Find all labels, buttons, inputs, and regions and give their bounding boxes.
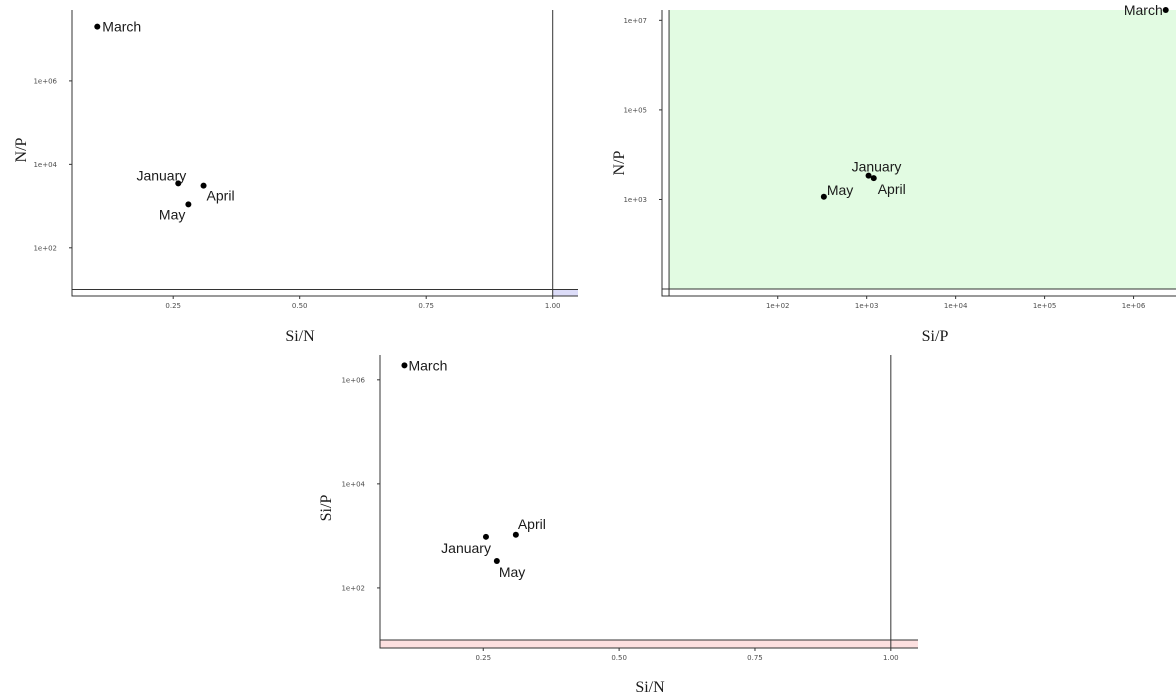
data-point-may (493, 557, 500, 564)
y-tick-label: 1e+03 (623, 196, 647, 204)
shaded-region (669, 10, 1176, 290)
x-tick-label: 1e+04 (944, 302, 968, 310)
shaded-region (380, 639, 918, 648)
y-tick-label: 1e+02 (33, 244, 57, 252)
x-tick-label: 0.50 (292, 302, 308, 310)
x-tick-label: 1e+05 (1033, 302, 1057, 310)
data-label-january: January (136, 167, 186, 183)
x-tick-label: 0.75 (747, 654, 763, 662)
data-label-january: January (852, 159, 902, 175)
x-axis-title: Si/N (635, 679, 665, 696)
y-axis-title: N/P (611, 150, 628, 175)
data-point-january (865, 172, 872, 179)
x-tick-label: 0.25 (165, 302, 181, 310)
x-axis-title: Si/N (285, 328, 315, 345)
scatter-panel-si-n-vs-n-p: 0.25 0.50 0.75 1.00 1e+02 1e+04 1e+06 Si/N N/P Ma… (13, 10, 578, 345)
data-point-january (482, 533, 489, 540)
shaded-region (552, 289, 578, 296)
x-axis-title: Si/P (922, 328, 949, 345)
data-label-may: May (159, 206, 185, 222)
data-point-march (94, 23, 101, 30)
y-tick-label: 1e+06 (33, 77, 57, 85)
axis-lines (71, 10, 578, 297)
x-tick-label: 0.50 (611, 654, 627, 662)
y-axis-title: N/P (13, 137, 30, 162)
data-label-march: March (408, 357, 447, 373)
data-label-may: May (499, 564, 525, 580)
data-point-march (401, 362, 408, 369)
data-point-may (820, 193, 827, 200)
y-axis-title: Si/P (318, 495, 335, 522)
data-label-april: April (207, 188, 235, 204)
y-tick-label: 1e+02 (341, 584, 365, 592)
x-tick-label: 1.00 (545, 302, 561, 310)
axis-lines (661, 10, 1176, 297)
x-tick-label: 1e+06 (1122, 302, 1146, 310)
y-tick-label: 1e+04 (341, 480, 365, 488)
data-label-may: May (827, 182, 853, 198)
data-label-april: April (518, 516, 546, 532)
x-tick-label: 1e+02 (766, 302, 790, 310)
axis-lines (379, 355, 918, 649)
y-tick-label: 1e+05 (623, 106, 647, 114)
data-point-april (870, 175, 877, 182)
data-point-march (1162, 7, 1169, 13)
data-point-april (200, 182, 207, 189)
y-tick-label: 1e+04 (33, 161, 57, 169)
x-tick-label: 1.00 (883, 654, 899, 662)
x-tick-label: 0.75 (418, 302, 434, 310)
scatter-panel-si-n-vs-si-p: 0.25 0.50 0.75 1.00 1e+02 1e+04 1e+06 Si/N Si/P M… (318, 355, 918, 696)
y-tick-label: 1e+07 (623, 17, 647, 25)
y-tick-label: 1e+06 (341, 376, 365, 384)
data-point-may (185, 201, 192, 208)
x-tick-label: 1e+03 (855, 302, 879, 310)
scatter-panel-si-p-vs-n-p: 1e+02 1e+03 1e+04 1e+05 1e+06 1e+03 1e+05 1e+07… (611, 2, 1176, 345)
data-point-january (175, 180, 182, 187)
data-label-march: March (102, 19, 141, 35)
data-point-april (512, 531, 519, 538)
data-label-march: March (1124, 2, 1163, 18)
data-label-april: April (878, 181, 906, 197)
data-label-january: January (441, 540, 491, 556)
x-tick-label: 0.25 (475, 654, 491, 662)
